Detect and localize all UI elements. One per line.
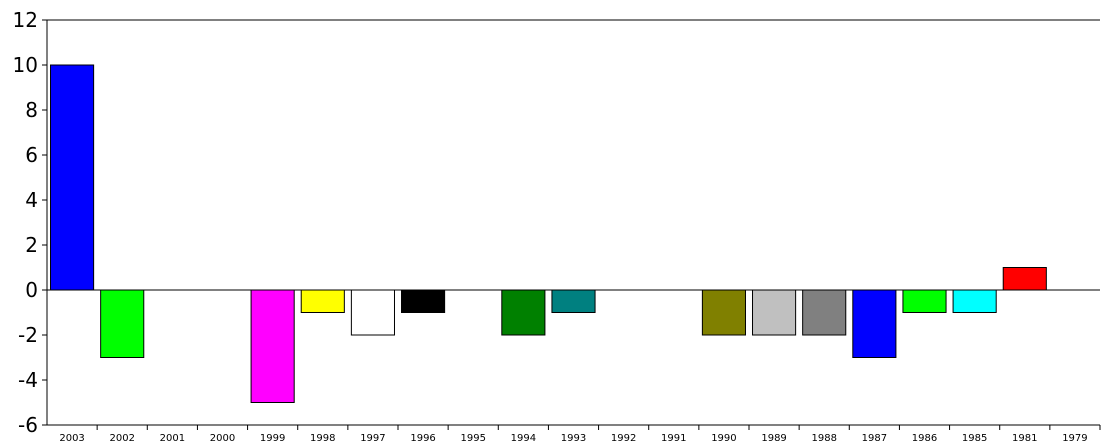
x-tick-label: 1987 xyxy=(862,433,887,443)
bar-1999 xyxy=(250,289,295,403)
bar-1998 xyxy=(300,289,345,313)
x-tick-label: 1988 xyxy=(811,433,836,443)
bar-1986 xyxy=(902,289,947,313)
x-tick-label: 1991 xyxy=(661,433,686,443)
y-tick-label: -6 xyxy=(18,413,38,437)
x-tick-label: 2003 xyxy=(59,433,84,443)
x-tick-label: 2000 xyxy=(210,433,235,443)
x-tick-label: 1986 xyxy=(912,433,937,443)
axes-group xyxy=(46,19,1100,426)
x-tick-label: 1994 xyxy=(511,433,536,443)
x-tick-label: 2001 xyxy=(160,433,185,443)
x-tick-label: 1999 xyxy=(260,433,285,443)
y-tick-label: 4 xyxy=(25,188,38,212)
x-tick-label: 1979 xyxy=(1062,433,1087,443)
x-tick-label: 1993 xyxy=(561,433,586,443)
x-tick-label: 1989 xyxy=(761,433,786,443)
bar-1988 xyxy=(802,289,847,336)
bar-1993 xyxy=(551,289,596,313)
x-tick-label: 2002 xyxy=(109,433,134,443)
bar-1989 xyxy=(752,289,797,336)
x-tick-label: 1996 xyxy=(410,433,435,443)
y-tick-label: -4 xyxy=(18,368,38,392)
x-tick-label: 1990 xyxy=(711,433,736,443)
y-ticks-group: -6 -4 -2 0 2 4 6 8 10 12 xyxy=(13,8,47,437)
y-tick-label: 12 xyxy=(13,8,38,32)
x-ticks-group: 2003 2002 2001 2000 1999 1998 1997 1996 1995 1994… xyxy=(59,425,1101,443)
y-tick-label: -2 xyxy=(18,323,38,347)
x-tick-label: 1997 xyxy=(360,433,385,443)
bar-2003 xyxy=(50,64,95,291)
bar-1994 xyxy=(501,289,546,336)
bar-1997 xyxy=(350,289,395,336)
y-tick-label: 0 xyxy=(25,278,38,302)
x-tick-label: 1981 xyxy=(1012,433,1037,443)
y-tick-label: 10 xyxy=(13,53,38,77)
bar-1985 xyxy=(952,289,997,313)
bar-1981 xyxy=(1002,267,1047,291)
bar-1987 xyxy=(852,289,897,358)
y-tick-label: 2 xyxy=(25,233,38,257)
bar-1996 xyxy=(401,289,446,313)
x-tick-label: 1985 xyxy=(962,433,987,443)
bar-1990 xyxy=(701,289,746,336)
bar-2002 xyxy=(100,289,145,358)
y-tick-label: 6 xyxy=(25,143,38,167)
x-tick-label: 1992 xyxy=(611,433,636,443)
y-tick-label: 8 xyxy=(25,98,38,122)
bars-group xyxy=(50,64,1047,403)
x-tick-label: 1995 xyxy=(460,433,485,443)
x-tick-label: 1998 xyxy=(310,433,335,443)
